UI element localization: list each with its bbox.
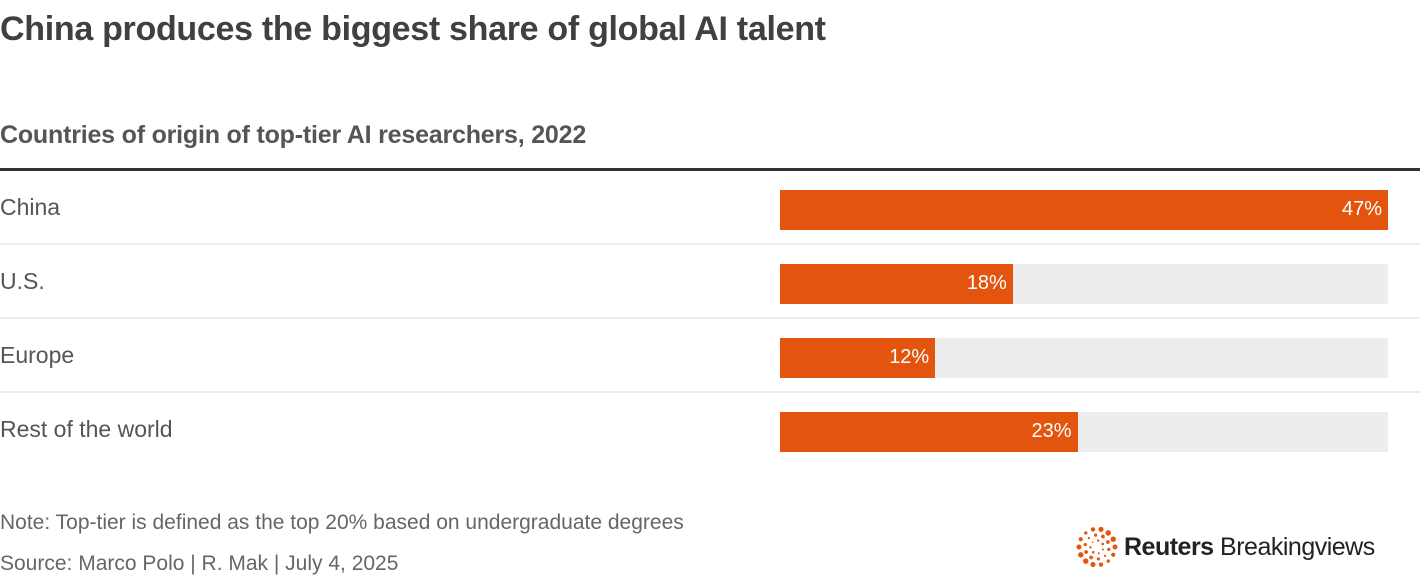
chart-subtitle: Countries of origin of top-tier AI resea… (0, 121, 587, 149)
logo-dot (1083, 558, 1089, 564)
logo-dot (1090, 527, 1096, 532)
bar: 12% (780, 338, 936, 378)
bar: 23% (780, 412, 1078, 452)
chart-title: China produces the biggest share of glob… (0, 10, 826, 48)
value-label: 12% (889, 346, 930, 368)
value-label: 23% (1031, 420, 1072, 442)
note: Note: Top-tier is defined as the top 20%… (0, 511, 684, 534)
logo-dot (1087, 537, 1091, 540)
logo-text: Reuters Breakingviews (1124, 532, 1375, 561)
bar-chart: China 47% U.S. 18% Europe 12% Rest of the worl… (0, 171, 1420, 467)
reuters-breakingviews-logo: Reuters Breakingviews (1076, 526, 1375, 568)
bar-row: U.S. 18% (0, 245, 1420, 319)
logo-dot (1106, 559, 1110, 563)
value-label: 47% (1341, 198, 1382, 220)
logo-dot (1089, 546, 1092, 549)
logo-dot (1110, 536, 1116, 542)
logo-dot (1090, 561, 1096, 568)
logo-dot (1101, 548, 1104, 551)
bar-track: 23% (780, 412, 1388, 452)
bar-row: Europe 12% (0, 319, 1420, 393)
category-label: Rest of the world (0, 416, 173, 442)
bar-track: 47% (780, 190, 1388, 230)
bar-row: Rest of the world 23% (0, 393, 1420, 467)
logo-dot (1089, 555, 1093, 560)
logo-dot (1101, 534, 1105, 539)
bar-track: 18% (780, 264, 1388, 304)
logo-dot (1111, 552, 1116, 557)
logo-dot (1103, 554, 1107, 557)
logo-dot (1107, 547, 1111, 551)
logo-dot (1101, 542, 1105, 546)
category-label: U.S. (0, 268, 45, 294)
logo-dot (1096, 539, 1100, 542)
logo-dot (1105, 530, 1111, 536)
logo-dot (1106, 540, 1110, 544)
logo-dot (1076, 544, 1082, 550)
bar: 18% (780, 264, 1013, 304)
bar-row: China 47% (0, 171, 1420, 245)
top-rule (0, 168, 1420, 171)
logo-dot (1096, 557, 1100, 561)
category-label: Europe (0, 342, 75, 368)
value-label: 18% (966, 272, 1007, 294)
logo-dot (1098, 562, 1104, 567)
bar-track: 12% (780, 338, 1388, 378)
logo-dot (1091, 541, 1094, 543)
logo-dot (1094, 533, 1098, 537)
logo-dot (1078, 537, 1083, 542)
logo-dot (1112, 544, 1118, 550)
logo-dot (1097, 552, 1100, 555)
logo-dot (1091, 550, 1095, 554)
source: Source: Marco Polo | R. Mak | July 4, 20… (0, 552, 399, 575)
logo-dot (1078, 552, 1084, 558)
logo-dot (1084, 531, 1088, 535)
logo-dot (1084, 550, 1088, 554)
reuters-dot-ring-icon (1076, 526, 1118, 568)
logo-dot (1098, 526, 1104, 533)
bar: 47% (780, 190, 1388, 230)
category-label: China (0, 194, 61, 220)
logo-dot (1083, 543, 1087, 547)
